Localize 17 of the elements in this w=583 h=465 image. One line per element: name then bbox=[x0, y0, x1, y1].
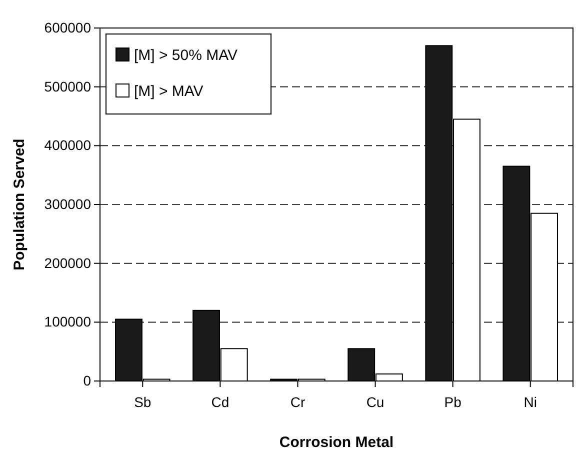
y-tick-label: 500000 bbox=[44, 78, 92, 94]
y-tick-label: 0 bbox=[83, 372, 92, 388]
legend-label: [M] > MAV bbox=[134, 83, 204, 100]
y-tick-label: 300000 bbox=[44, 196, 92, 212]
y-tick-label: 200000 bbox=[44, 254, 92, 271]
x-axis-title: Corrosion Metal bbox=[279, 434, 394, 451]
x-tick-label: Cr bbox=[290, 394, 306, 410]
y-tick-label: 100000 bbox=[44, 314, 92, 330]
y-tick-label: 400000 bbox=[44, 137, 92, 154]
y-axis-title: Population Served bbox=[11, 138, 28, 270]
x-tick-label: Ni bbox=[524, 394, 537, 410]
x-tick-label: Cd bbox=[211, 394, 230, 410]
y-tick-label: 600000 bbox=[44, 19, 92, 36]
x-tick-label: Cu bbox=[366, 394, 384, 410]
x-tick-label: Pb bbox=[444, 394, 462, 410]
legend-label: [M] > 50% MAV bbox=[134, 47, 238, 64]
x-tick-label: Sb bbox=[134, 394, 152, 410]
